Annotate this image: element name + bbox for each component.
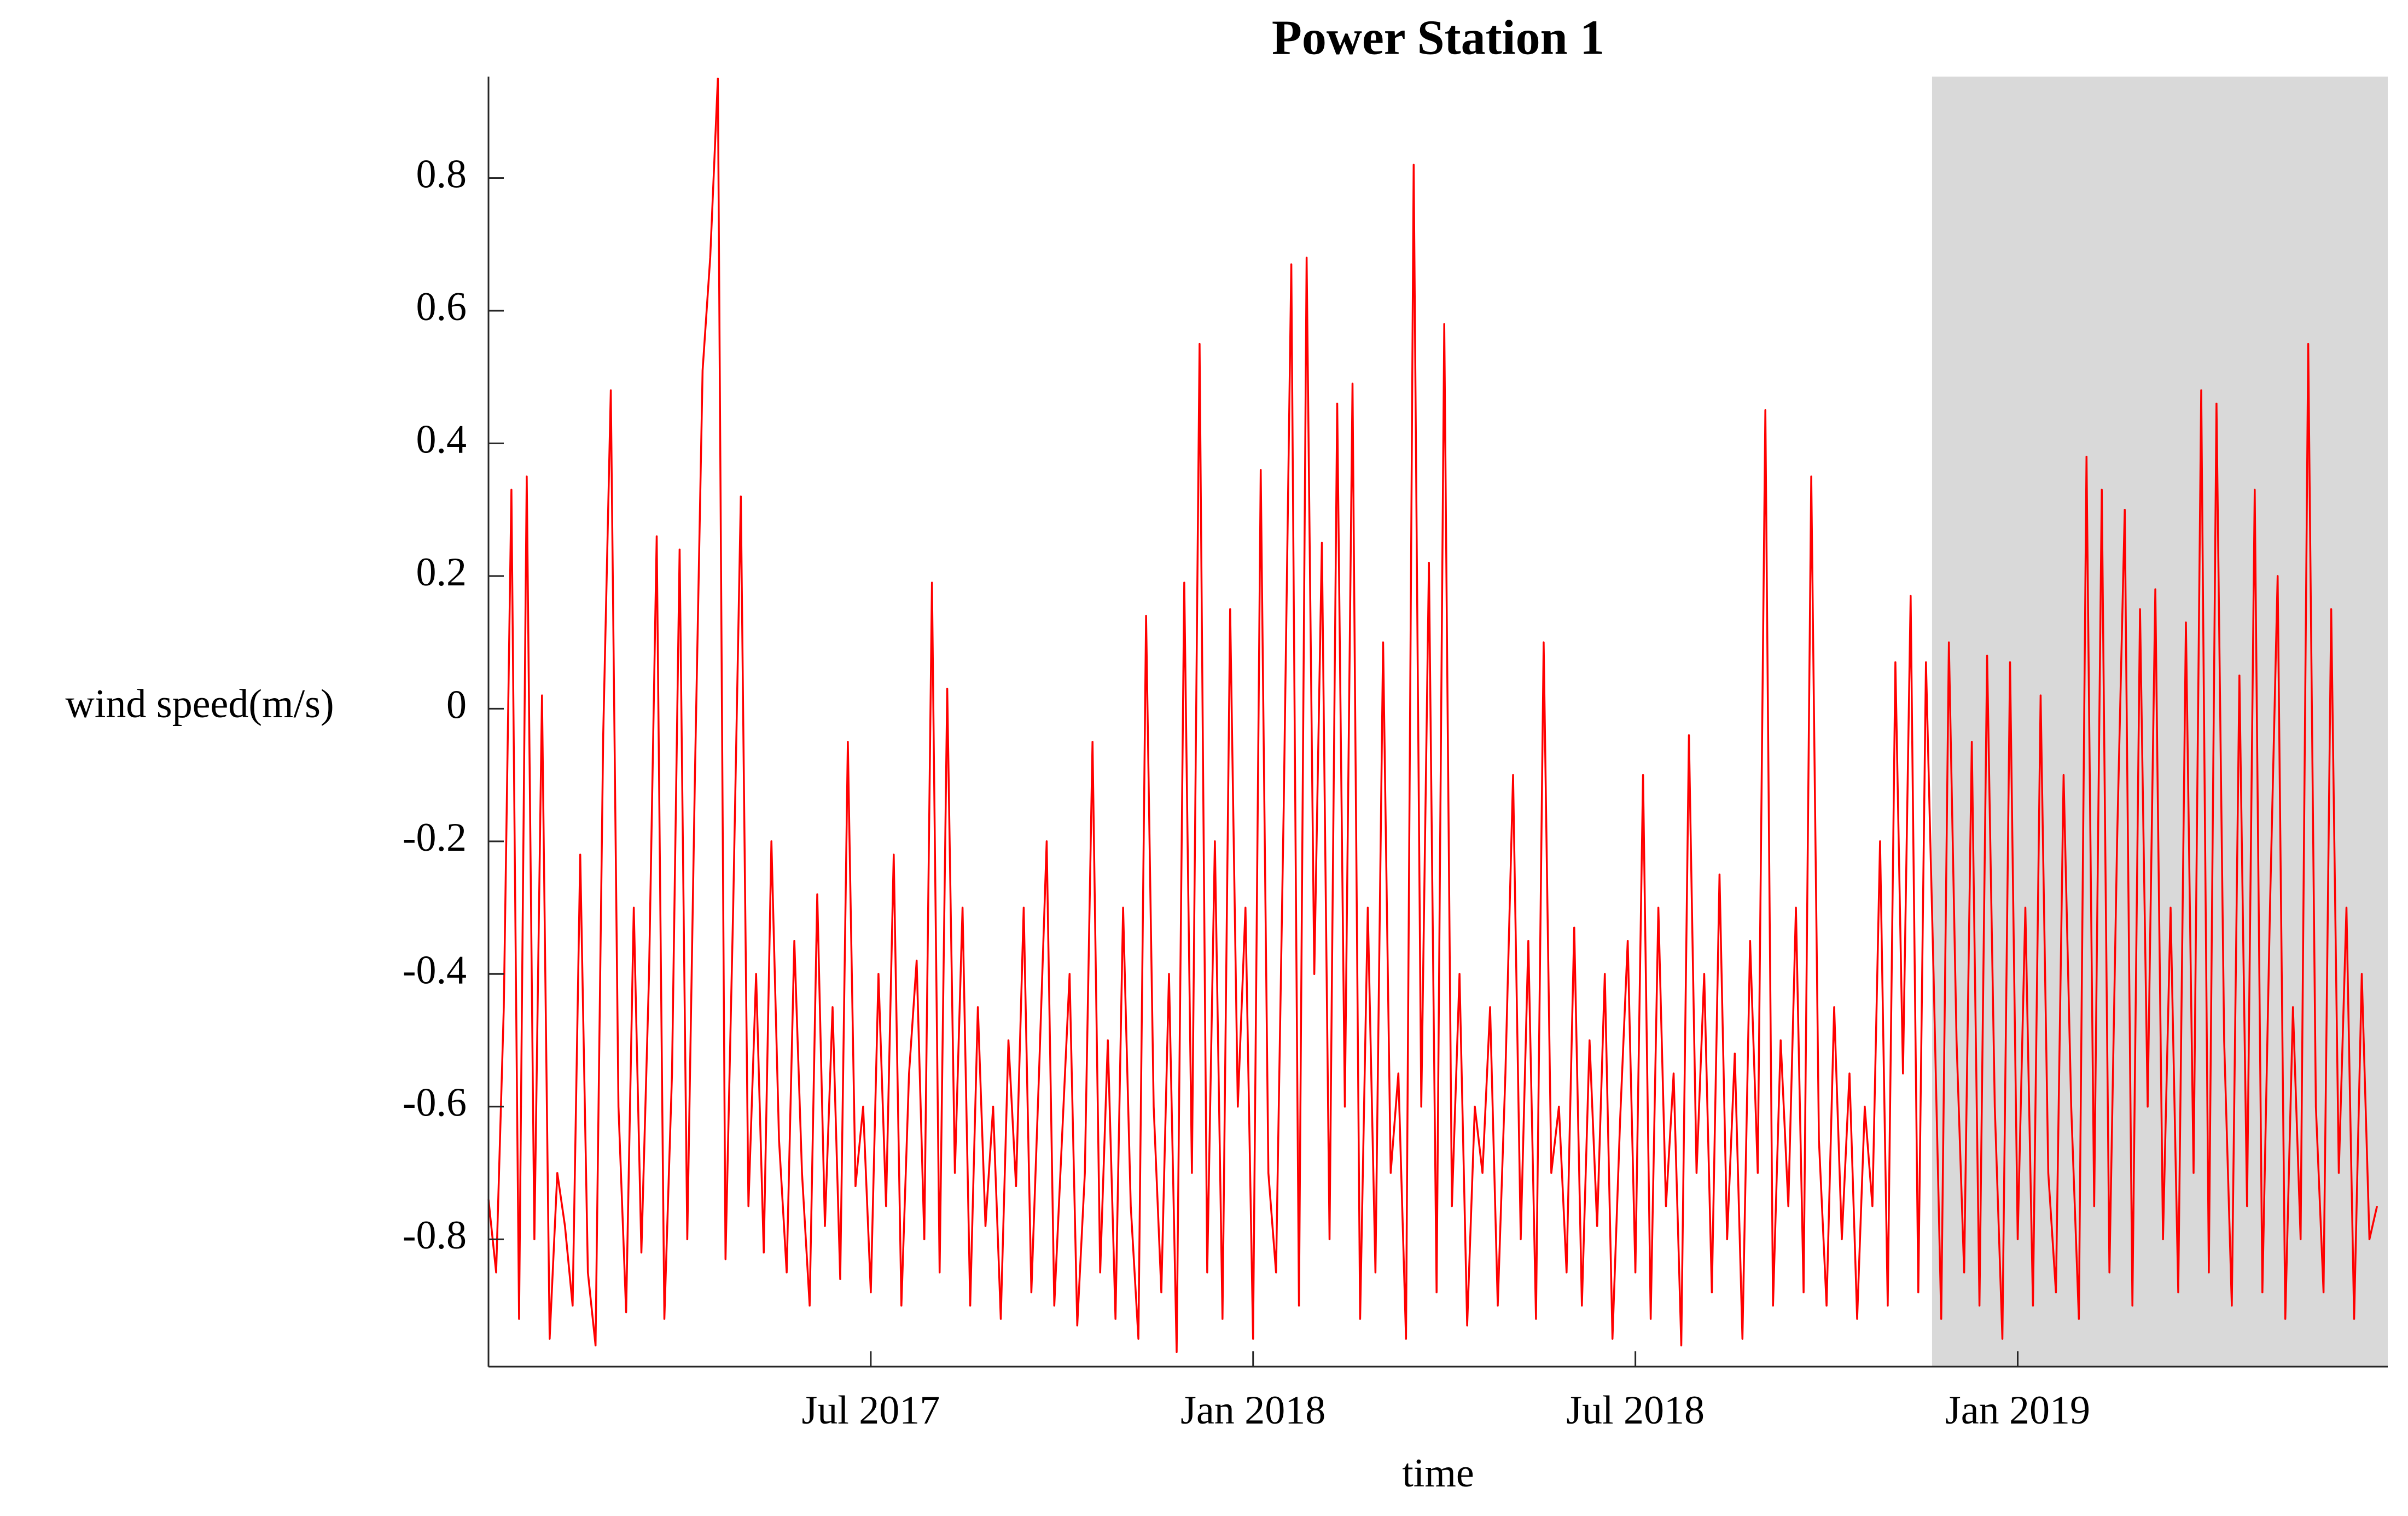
y-tick-label: 0.8 (416, 152, 467, 196)
x-tick-label: Jan 2019 (1945, 1388, 2090, 1433)
y-tick-label: 0 (446, 682, 467, 727)
y-tick-label: -0.6 (403, 1081, 467, 1125)
y-tick-label: -0.4 (403, 948, 467, 992)
y-tick-label: 0.6 (416, 284, 467, 329)
y-tick-label: -0.8 (403, 1213, 467, 1258)
y-tick-label: -0.2 (403, 815, 467, 860)
chart-title: Power Station 1 (1272, 11, 1604, 65)
x-tick-label: Jan 2018 (1180, 1388, 1325, 1433)
y-axis-label: wind speed(m/s) (65, 682, 334, 727)
x-tick-label: Jul 2018 (1566, 1388, 1705, 1433)
x-tick-label: Jul 2017 (801, 1388, 940, 1433)
x-axis-label: time (1402, 1451, 1474, 1496)
y-tick-label: 0.4 (416, 417, 467, 462)
data-line (487, 77, 2378, 1354)
y-tick-label: 0.2 (416, 550, 467, 595)
